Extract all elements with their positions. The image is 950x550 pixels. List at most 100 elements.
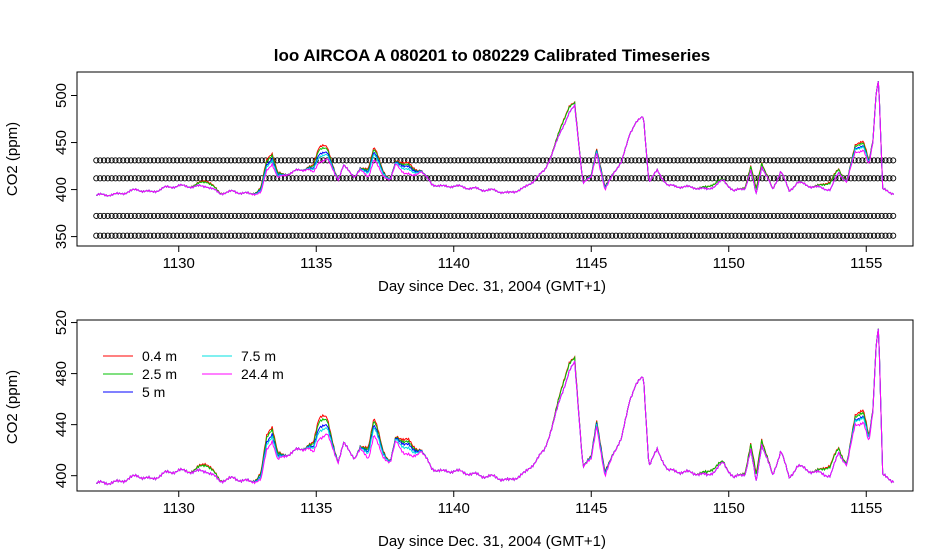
series-line-24-4-m-panel-1 [96, 81, 895, 197]
calibration-point [108, 232, 115, 239]
calibration-point [759, 232, 766, 239]
calibration-point [597, 232, 604, 239]
calibration-point [512, 232, 519, 239]
calibration-point [174, 232, 181, 239]
calibration-point [224, 232, 231, 239]
calibration-point [859, 175, 866, 182]
calibration-point [774, 175, 781, 182]
calibration-point [231, 232, 238, 239]
calibration-point [543, 232, 550, 239]
calibration-point [227, 212, 235, 219]
calibration-point [566, 232, 573, 239]
calibration-point [578, 212, 585, 219]
calibration-point [358, 212, 365, 219]
calibration-point [732, 232, 739, 239]
top-x-axis-label: Day since Dec. 31, 2004 (GMT+1) [378, 278, 606, 295]
calibration-point [840, 175, 847, 182]
calibration-point [509, 232, 516, 239]
calibration-point [659, 212, 666, 219]
calibration-point [143, 212, 150, 219]
calibration-point [231, 212, 238, 219]
calibration-point [820, 175, 827, 182]
calibration-point [135, 157, 142, 164]
calibration-point [809, 175, 816, 182]
calibration-point [458, 212, 466, 219]
calibration-point [716, 232, 724, 239]
calibration-point [281, 232, 288, 239]
calibration-point [535, 232, 543, 239]
calibration-point [689, 175, 697, 182]
calibration-point [724, 157, 731, 164]
calibration-point [466, 157, 473, 164]
calibration-point [520, 157, 527, 164]
calibration-point [801, 232, 808, 239]
calibration-point [813, 175, 820, 182]
calibration-point [139, 232, 146, 239]
calibration-point [851, 232, 858, 239]
calibration-point [447, 232, 454, 239]
calibration-point [562, 157, 570, 164]
calibration-point [674, 157, 681, 164]
calibration-point [720, 232, 727, 239]
calibration-point [478, 232, 485, 239]
calibration-point [724, 212, 731, 219]
calibration-point [713, 212, 720, 219]
calibration-point [439, 232, 446, 239]
calibration-point [408, 157, 416, 164]
calibration-point [166, 157, 173, 164]
calibration-point [586, 175, 593, 182]
calibration-point [532, 212, 539, 219]
calibration-point [320, 212, 327, 219]
calibration-point [790, 157, 797, 164]
calibration-point [389, 232, 396, 239]
calibration-point [639, 212, 647, 219]
calibration-point [439, 175, 446, 182]
calibration-point [720, 175, 727, 182]
calibration-point [231, 157, 238, 164]
calibration-point [605, 232, 612, 239]
calibration-point [458, 157, 466, 164]
calibration-point [770, 175, 777, 182]
top-series-lines [96, 81, 895, 197]
calibration-point [366, 232, 373, 239]
calibration-point [759, 212, 766, 219]
calibration-point [185, 232, 192, 239]
calibration-point [786, 157, 793, 164]
calibration-point [432, 212, 439, 219]
calibration-point [813, 232, 820, 239]
calibration-point [108, 212, 115, 219]
calibration-point [774, 212, 781, 219]
calibration-point [528, 157, 535, 164]
calibration-point [847, 232, 854, 239]
calibration-point [801, 157, 808, 164]
calibration-point [285, 212, 292, 219]
calibration-point [716, 212, 724, 219]
calibration-point [397, 212, 404, 219]
calibration-point [874, 212, 881, 219]
calibration-point [381, 157, 389, 164]
x-tick-label: 1135 [300, 500, 332, 517]
calibration-point [124, 157, 131, 164]
bottom-x-axis-label: Day since Dec. 31, 2004 (GMT+1) [378, 533, 606, 550]
calibration-point [466, 212, 473, 219]
chart-title: loo AIRCOA A 080201 to 080229 Calibrated… [274, 46, 711, 65]
calibration-point [601, 212, 608, 219]
calibration-point [670, 212, 677, 219]
calibration-point [886, 212, 893, 219]
calibration-point [439, 212, 446, 219]
calibration-point [728, 175, 735, 182]
calibration-point [420, 175, 427, 182]
calibration-point [817, 175, 824, 182]
calibration-point [351, 157, 358, 164]
calibration-point [624, 212, 631, 219]
calibration-point [227, 232, 235, 239]
calibration-point [524, 157, 531, 164]
calibration-point [870, 157, 878, 164]
calibration-point [562, 212, 570, 219]
calibration-point [458, 175, 466, 182]
calibration-point [474, 157, 481, 164]
calibration-point [216, 212, 223, 219]
calibration-point [150, 232, 158, 239]
calibration-point [181, 175, 188, 182]
calibration-point [385, 232, 392, 239]
